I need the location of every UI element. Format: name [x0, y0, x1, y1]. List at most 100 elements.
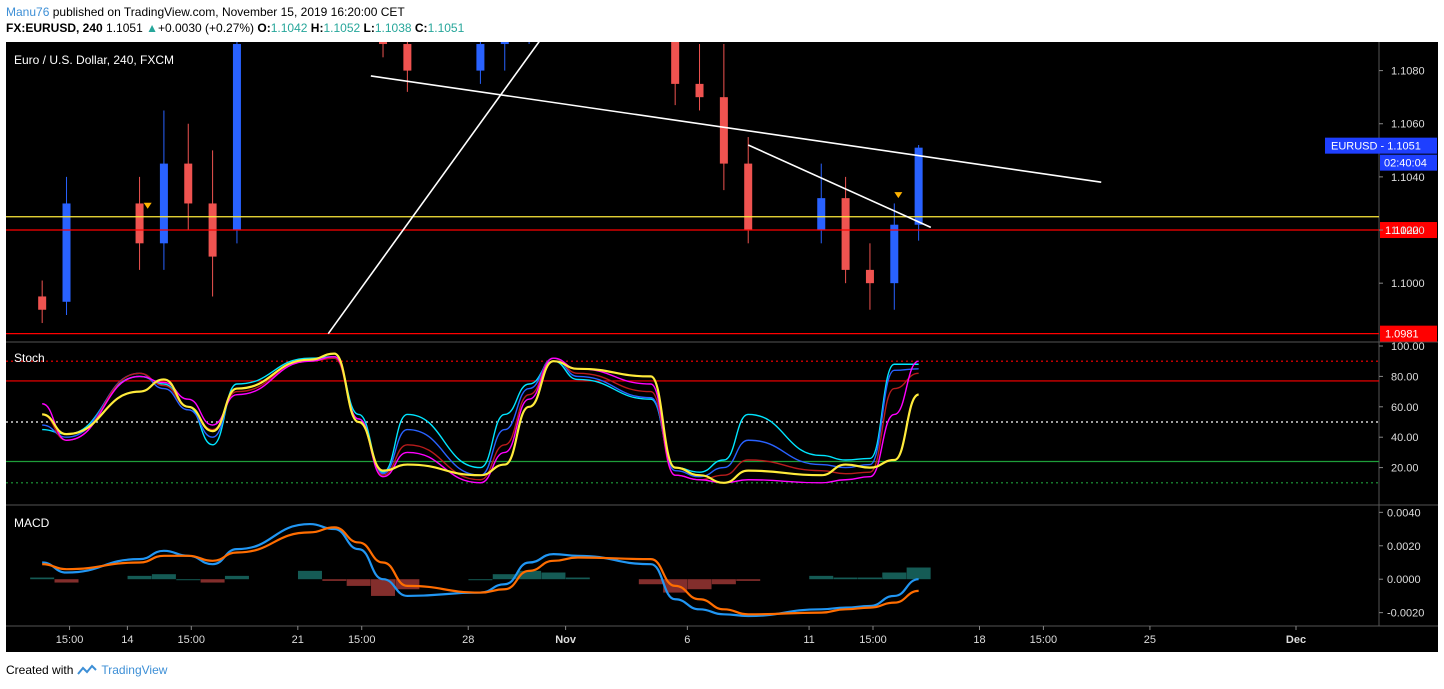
- time-tick-label: 15:00: [348, 634, 376, 646]
- trendline: [327, 42, 540, 335]
- time-tick-label: 14: [121, 634, 133, 646]
- current-price-label-box: [1325, 137, 1437, 154]
- time-tick-label: 15:00: [178, 634, 206, 646]
- level-label-box: [1380, 325, 1437, 342]
- author-link[interactable]: Manu76: [6, 5, 50, 19]
- time-tick-label: 18: [973, 634, 985, 646]
- candle-body: [841, 198, 850, 270]
- macd-histogram-bar: [127, 575, 152, 580]
- macd-histogram-bar: [224, 575, 249, 580]
- macd-tick-label: 0.0020: [1387, 541, 1421, 553]
- price-tick-label: 1.1040: [1391, 172, 1425, 184]
- down-marker-icon: [894, 192, 903, 199]
- candle-body: [476, 44, 485, 71]
- time-tick-label: 21: [292, 634, 304, 646]
- price-tick-label: 1.1060: [1391, 119, 1425, 131]
- chart-header: Manu76 published on TradingView.com, Nov…: [6, 4, 464, 36]
- macd-histogram-bar: [517, 570, 542, 580]
- time-tick-label: 15:00: [1030, 634, 1058, 646]
- macd-histogram-bar: [809, 575, 834, 580]
- candle-body: [719, 97, 728, 164]
- macd-histogram-bar: [565, 577, 590, 580]
- price-tick-label: 1.1020: [1391, 225, 1425, 237]
- symbol-label: FX:EURUSD, 240: [6, 21, 103, 35]
- candle-body: [184, 163, 193, 204]
- time-tick-label: 11: [803, 634, 814, 646]
- last-price: 1.1051: [106, 21, 143, 35]
- price-tick-label: 1.1080: [1391, 66, 1425, 78]
- macd-histogram-bar: [541, 572, 566, 580]
- macd-tick-label: -0.0020: [1387, 608, 1424, 620]
- price-tick-label: 1.1000: [1391, 278, 1425, 290]
- candle-body: [671, 42, 680, 84]
- price-pane-title: Euro / U.S. Dollar, 240, FXCM: [14, 53, 174, 67]
- macd-histogram-bar: [711, 579, 736, 585]
- macd-histogram-bar: [857, 577, 882, 580]
- time-tick-label: 15:00: [56, 634, 84, 646]
- time-tick-label: 25: [1144, 634, 1156, 646]
- down-marker-icon: [143, 202, 152, 209]
- macd-histogram-bar: [638, 579, 663, 585]
- macd-histogram-bar: [468, 579, 493, 581]
- time-tick-label: 6: [684, 634, 690, 646]
- price-pane: [6, 42, 1379, 335]
- stoch-tick-label: 60.00: [1391, 402, 1419, 414]
- low-value: 1.1038: [374, 21, 412, 35]
- created-with-label: Created with: [6, 663, 74, 677]
- open-value: 1.1042: [270, 21, 308, 35]
- macd-tick-label: 0.0040: [1387, 507, 1421, 519]
- stoch-tick-label: 20.00: [1391, 463, 1419, 475]
- time-tick-label: Nov: [555, 634, 577, 646]
- stoch-pane: [6, 352, 1379, 484]
- level-label: 1.0981: [1385, 329, 1419, 341]
- macd-histogram-bar: [346, 579, 371, 586]
- macd-histogram-bar: [687, 579, 712, 590]
- macd-histogram-bar: [176, 579, 201, 581]
- footer: Created with TradingView: [6, 663, 167, 677]
- low-label: L:: [363, 21, 375, 35]
- macd-histogram-bar: [297, 570, 322, 580]
- candle-body: [232, 44, 241, 231]
- trendline: [370, 75, 1102, 183]
- current-price-label: EURUSD - 1.1051: [1331, 141, 1421, 153]
- candle-body: [914, 147, 923, 225]
- candle-body: [403, 44, 412, 71]
- candle-body: [695, 83, 704, 98]
- candle-body: [379, 42, 388, 45]
- macd-histogram-bar: [833, 577, 858, 580]
- tradingview-logo-icon: [77, 664, 98, 676]
- trendline: [747, 144, 932, 229]
- macd-tick-label: 0.0000: [1387, 574, 1421, 586]
- level-label: 1.1020: [1385, 225, 1419, 237]
- stoch-tick-label: 80.00: [1391, 371, 1419, 383]
- stoch-tick-label: 40.00: [1391, 432, 1419, 444]
- macd-histogram-bar: [200, 579, 225, 583]
- macd-histogram-bar: [322, 579, 347, 581]
- macd-histogram-bar: [395, 579, 420, 590]
- macd-pane: [30, 522, 931, 618]
- level-label-box: [1380, 222, 1437, 239]
- macd-pane-title: MACD: [14, 516, 50, 530]
- candle-body: [817, 198, 826, 231]
- publish-line: Manu76 published on TradingView.com, Nov…: [6, 4, 464, 20]
- high-value: 1.1052: [323, 21, 361, 35]
- macd-histogram-bar: [371, 579, 396, 596]
- candle-body: [744, 163, 753, 231]
- macd-histogram-bar: [151, 574, 176, 580]
- time-tick-label: 28: [462, 634, 474, 646]
- ohlc-line: FX:EURUSD, 240 1.1051 ▲+0.0030 (+0.27%) …: [6, 20, 464, 36]
- macd-histogram-bar: [30, 577, 55, 580]
- close-label: C:: [414, 21, 428, 35]
- time-tick-label: Dec: [1286, 634, 1306, 646]
- close-value: 1.1051: [427, 21, 465, 35]
- macd-histogram-bar: [906, 567, 931, 580]
- price-change: +0.0030 (+0.27%): [157, 21, 255, 35]
- time-tick-label: 15:00: [859, 634, 887, 646]
- signal-line: [42, 526, 919, 616]
- candle-body: [62, 203, 71, 302]
- candle-body: [38, 296, 47, 310]
- macd-histogram-bar: [736, 579, 761, 581]
- stoch-pane-title: Stoch: [14, 351, 45, 365]
- tradingview-link[interactable]: TradingView: [101, 663, 168, 677]
